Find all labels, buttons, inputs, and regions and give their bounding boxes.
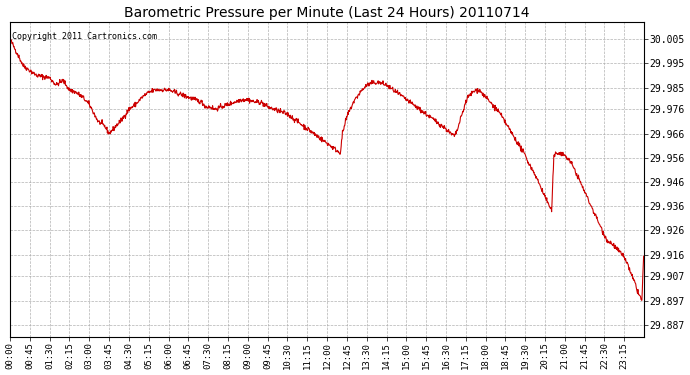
Title: Barometric Pressure per Minute (Last 24 Hours) 20110714: Barometric Pressure per Minute (Last 24 … — [124, 6, 530, 20]
Text: Copyright 2011 Cartronics.com: Copyright 2011 Cartronics.com — [12, 32, 157, 40]
